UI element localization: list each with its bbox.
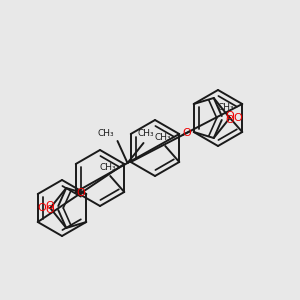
Text: CH₃: CH₃: [97, 128, 114, 137]
Text: CH₃: CH₃: [137, 130, 154, 139]
Text: O: O: [76, 188, 85, 198]
Text: CH₃: CH₃: [100, 163, 117, 172]
Text: O: O: [46, 205, 55, 215]
Text: O: O: [46, 201, 55, 211]
Text: O: O: [233, 113, 242, 123]
Text: O: O: [38, 203, 46, 213]
Text: O: O: [182, 128, 191, 138]
Text: CH₃: CH₃: [155, 133, 172, 142]
Text: CH₃: CH₃: [218, 103, 235, 112]
Text: O: O: [225, 111, 234, 121]
Text: O: O: [225, 115, 234, 125]
